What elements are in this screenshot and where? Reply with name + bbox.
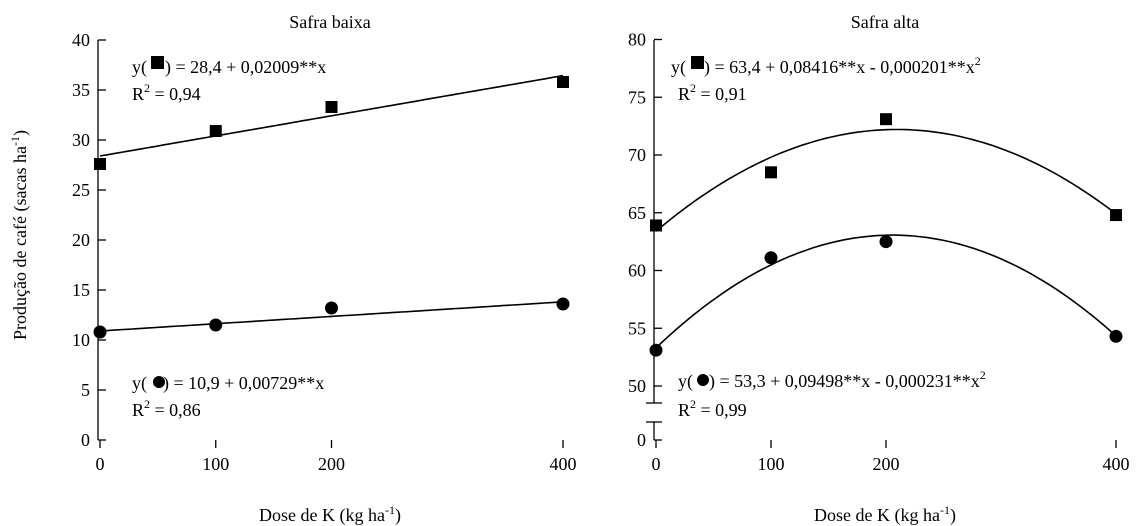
- data-point-square: [650, 219, 662, 232]
- y-tick-label: 60: [628, 261, 646, 281]
- y-tick-label: 10: [72, 330, 90, 350]
- y-tick-label: 30: [72, 130, 90, 150]
- y-tick-label: 20: [72, 230, 90, 250]
- legend-square-symbol: [151, 56, 164, 69]
- data-point-square: [765, 166, 777, 179]
- data-point-circle: [879, 235, 893, 249]
- data-point-square: [880, 113, 892, 126]
- y-tick-label: 80: [628, 30, 646, 50]
- y-tick-label: 70: [628, 145, 646, 165]
- legend-square-symbol: [691, 56, 704, 69]
- panel-title: Safra baixa: [289, 12, 370, 32]
- data-point-circle: [1109, 329, 1123, 343]
- data-point-square: [1110, 209, 1122, 222]
- data-point-square: [557, 76, 569, 88]
- equation-square: y() = 63,4 + 0,08416**x - 0,000201**x2: [671, 54, 981, 78]
- panel-safra-alta: Safra alta 0 50 55 60 65 70 75 80 0 100 200 400 y(…: [628, 12, 1130, 526]
- x-tick-label: 100: [202, 454, 229, 474]
- y-tick-label: 15: [72, 280, 90, 300]
- r2-circle: R2 = 0,86: [132, 397, 201, 420]
- x-axis-label: Dose de K (kg ha-1): [259, 503, 401, 526]
- r2-square: R2 = 0,91: [678, 81, 747, 104]
- data-point-circle: [209, 318, 223, 332]
- data-point-circle: [764, 251, 778, 265]
- equation-circle: y() = 10,9 + 0,00729**x: [132, 373, 324, 394]
- square-legend-gap: ): [165, 57, 171, 78]
- x-ticks: 0 100 200 400: [652, 440, 1130, 474]
- legend-circle-symbol: [697, 374, 709, 386]
- data-point-square: [209, 125, 222, 137]
- r2-square: R2 = 0,94: [132, 81, 201, 104]
- data-point-circle: [649, 343, 663, 357]
- y-tick-label: 0: [637, 430, 646, 450]
- fit-line-circle: [655, 234, 1117, 349]
- fit-line-square: [99, 74, 564, 157]
- data-point-square: [94, 158, 106, 170]
- x-axis-label: Dose de K (kg ha-1): [814, 503, 956, 526]
- equation-circle: y() = 53,3 + 0,09498**x - 0,000231**x2: [678, 368, 986, 392]
- y-tick-label: 40: [72, 30, 90, 50]
- y-ticks: 0 5 10 15 20 25 30 35 40: [72, 30, 106, 450]
- y-tick-label: 50: [628, 376, 646, 396]
- y-tick-label: 55: [628, 318, 646, 338]
- fit-line-square: [655, 128, 1117, 232]
- data-point-circle: [93, 325, 107, 339]
- data-point-circle: [325, 301, 338, 315]
- y-tick-label: 75: [628, 87, 646, 107]
- y-tick-label: 65: [628, 203, 646, 223]
- data-point-circle: [556, 297, 570, 311]
- y-axis-label: Produção de café (sacas ha-1): [8, 130, 31, 340]
- x-tick-label: 400: [550, 454, 577, 474]
- y-tick-label: 35: [72, 80, 90, 100]
- y-tick-label: 25: [72, 180, 90, 200]
- x-ticks: 0 100 200 400: [96, 440, 577, 474]
- x-tick-label: 400: [1103, 454, 1130, 474]
- y-tick-label: 5: [81, 380, 90, 400]
- panel-title: Safra alta: [851, 12, 919, 32]
- fit-line-circle: [99, 301, 564, 332]
- r2-circle: R2 = 0,99: [678, 397, 747, 420]
- equation-square: y() = 28,4 + 0,02009**x: [132, 57, 326, 78]
- legend-circle-symbol: [153, 376, 165, 388]
- y-ticks: 0 50 55 60 65 70 75 80: [628, 30, 662, 450]
- y-tick-label: 0: [81, 430, 90, 450]
- x-tick-label: 100: [758, 454, 785, 474]
- x-tick-label: 200: [873, 454, 900, 474]
- fit-lines: [99, 74, 564, 332]
- x-tick-label: 0: [652, 454, 661, 474]
- data-point-square: [325, 101, 338, 113]
- data-markers: [93, 76, 570, 339]
- data-markers: [649, 113, 1123, 357]
- x-tick-label: 200: [318, 454, 345, 474]
- x-tick-label: 0: [96, 454, 105, 474]
